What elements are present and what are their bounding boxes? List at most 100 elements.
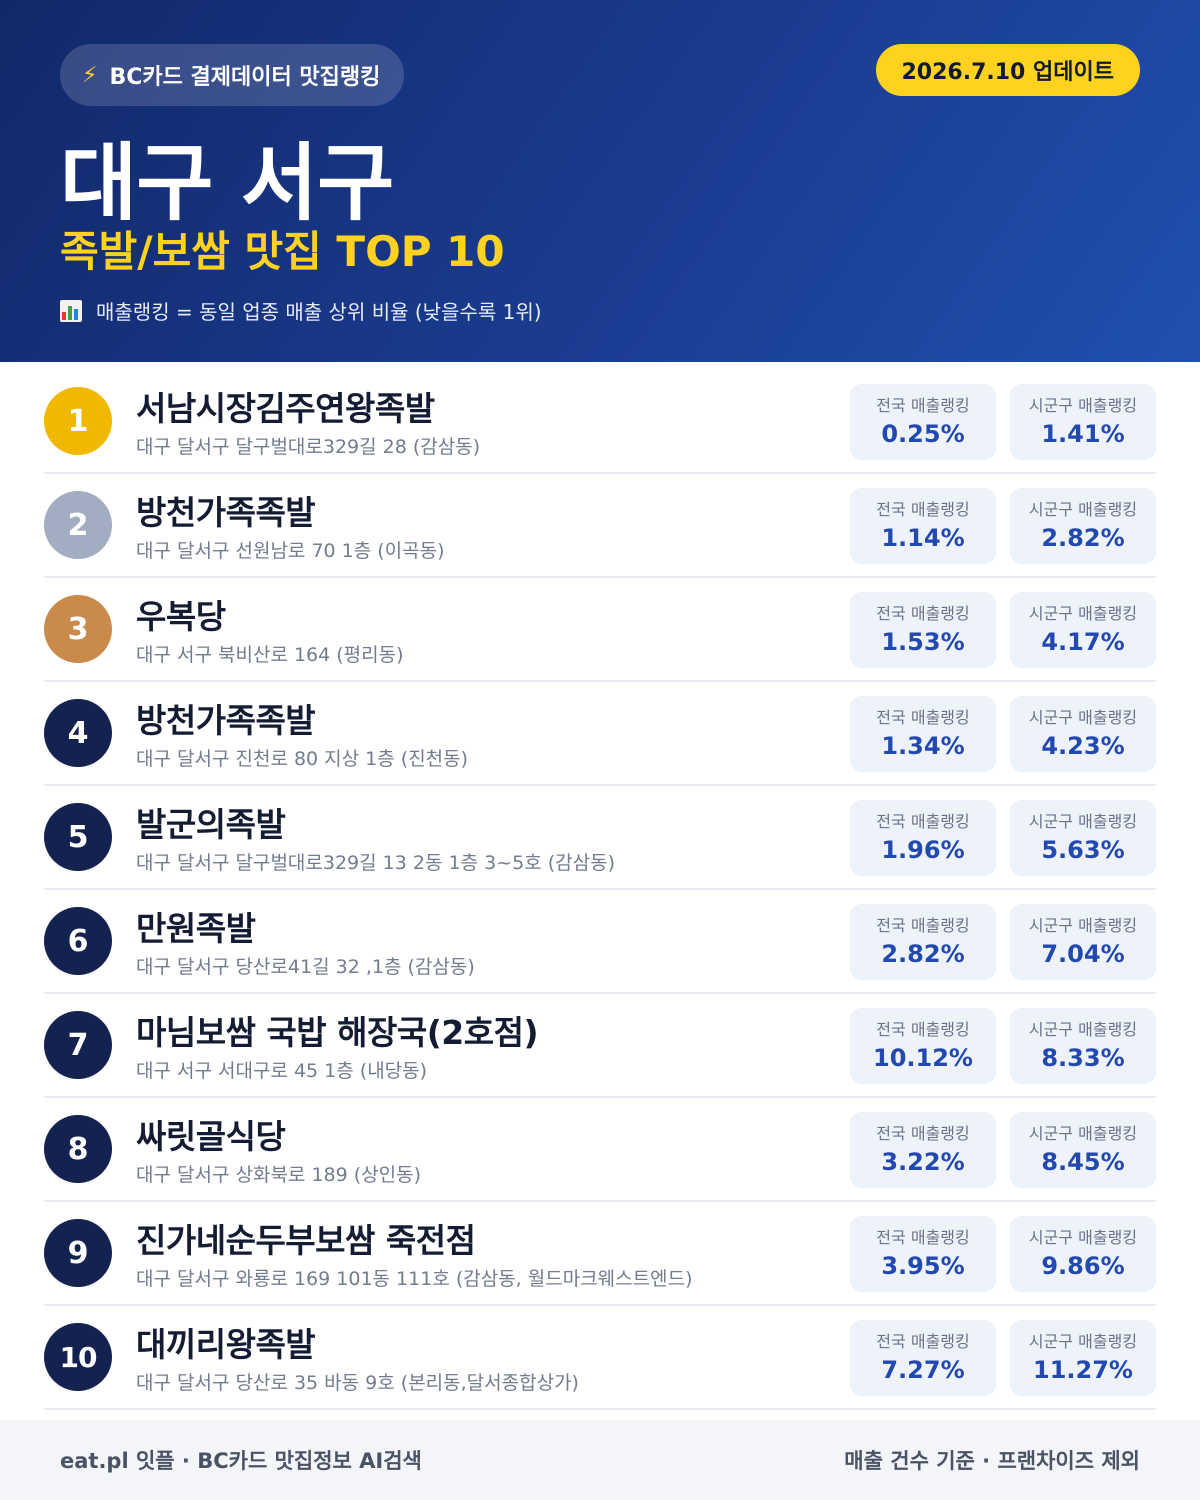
restaurant-address: 대구 달서구 선원남로 70 1층 (이곡동) — [136, 540, 445, 562]
rank-badge: 6 — [44, 907, 112, 975]
restaurant-address: 대구 달서구 진천로 80 지상 1층 (진천동) — [136, 748, 469, 770]
rank-badge: 8 — [44, 1115, 112, 1183]
local-ranking-box: 시군구 매출랭킹 8.33% — [1010, 1008, 1156, 1084]
local-ranking-label: 시군구 매출랭킹 — [1028, 500, 1138, 519]
national-ranking-box: 전국 매출랭킹 2.82% — [850, 904, 996, 980]
header-banner: ⚡ BC카드 결제데이터 맛집랭킹 2026.7.10 업데이트 대구 서구 족… — [0, 0, 1200, 362]
national-ranking-label: 전국 매출랭킹 — [876, 1124, 970, 1143]
local-ranking-box: 시군구 매출랭킹 7.04% — [1010, 904, 1156, 980]
restaurant-name: 마님보쌈 국밥 해장국(2호점) — [136, 1013, 539, 1052]
national-ranking-value: 3.95% — [881, 1252, 965, 1280]
national-ranking-label: 전국 매출랭킹 — [876, 500, 970, 519]
list-item[interactable]: 3 우복당 대구 서구 북비산로 164 (평리동) 전국 매출랭킹 1.53% 시군구 … — [44, 578, 1156, 682]
local-ranking-value: 4.23% — [1041, 732, 1125, 760]
footer-right: 매출 건수 기준 · 프랜차이즈 제외 — [844, 1449, 1140, 1473]
local-ranking-box: 시군구 매출랭킹 5.63% — [1010, 800, 1156, 876]
page-subtitle: 족발/보쌈 맛집 TOP 10 — [60, 227, 505, 276]
national-ranking-box: 전국 매출랭킹 7.27% — [850, 1320, 996, 1396]
national-ranking-value: 3.22% — [881, 1148, 965, 1176]
national-ranking-box: 전국 매출랭킹 1.14% — [850, 488, 996, 564]
restaurant-name: 만원족발 — [136, 909, 256, 948]
bar-chart-icon — [60, 299, 82, 322]
national-ranking-value: 1.53% — [881, 628, 965, 656]
footer: eat.pl 잇플 · BC카드 맛집정보 AI검색 매출 건수 기준 · 프랜… — [0, 1420, 1200, 1500]
national-ranking-label: 전국 매출랭킹 — [876, 604, 970, 623]
national-ranking-value: 0.25% — [881, 420, 965, 448]
page-title: 대구 서구 — [60, 134, 394, 232]
local-ranking-box: 시군구 매출랭킹 9.86% — [1010, 1216, 1156, 1292]
restaurant-address: 대구 달서구 당산로 35 바동 9호 (본리동,달서종합상가) — [136, 1372, 579, 1394]
restaurant-address: 대구 달서구 달구벌대로329길 28 (감삼동) — [136, 436, 481, 458]
rank-badge: 4 — [44, 699, 112, 767]
restaurant-name: 싸릿골식당 — [136, 1117, 286, 1156]
national-ranking-label: 전국 매출랭킹 — [876, 1228, 970, 1247]
ranking-note-text: 매출랭킹 = 동일 업종 매출 상위 비율 (낮을수록 1위) — [96, 300, 542, 324]
national-ranking-label: 전국 매출랭킹 — [876, 1332, 970, 1351]
local-ranking-label: 시군구 매출랭킹 — [1028, 708, 1138, 727]
footer-left: eat.pl 잇플 · BC카드 맛집정보 AI검색 — [60, 1449, 422, 1473]
local-ranking-value: 1.41% — [1041, 420, 1125, 448]
rank-badge: 5 — [44, 803, 112, 871]
rank-badge: 9 — [44, 1219, 112, 1287]
national-ranking-box: 전국 매출랭킹 10.12% — [850, 1008, 996, 1084]
update-date-badge: 2026.7.10 업데이트 — [875, 44, 1140, 96]
national-ranking-value: 1.14% — [881, 524, 965, 552]
restaurant-name: 발군의족발 — [136, 805, 286, 844]
national-ranking-label: 전국 매출랭킹 — [876, 396, 970, 415]
national-ranking-box: 전국 매출랭킹 1.96% — [850, 800, 996, 876]
restaurant-name: 우복당 — [136, 597, 226, 636]
local-ranking-label: 시군구 매출랭킹 — [1028, 812, 1138, 831]
rank-badge: 1 — [44, 387, 112, 455]
national-ranking-box: 전국 매출랭킹 3.95% — [850, 1216, 996, 1292]
list-item[interactable]: 7 마님보쌈 국밥 해장국(2호점) 대구 서구 서대구로 45 1층 (내당동) 전… — [44, 994, 1156, 1098]
restaurant-address: 대구 달서구 달구벌대로329길 13 2동 1층 3~5호 (감삼동) — [136, 852, 615, 874]
restaurant-name: 서남시장김주연왕족발 — [136, 389, 435, 428]
rank-badge: 7 — [44, 1011, 112, 1079]
local-ranking-value: 8.45% — [1041, 1148, 1125, 1176]
restaurant-name: 방천가족족발 — [136, 701, 316, 740]
restaurant-address: 대구 달서구 당산로41길 32 ,1층 (감삼동) — [136, 956, 475, 978]
local-ranking-value: 9.86% — [1041, 1252, 1125, 1280]
national-ranking-value: 7.27% — [881, 1356, 965, 1384]
local-ranking-label: 시군구 매출랭킹 — [1028, 1124, 1138, 1143]
national-ranking-box: 전국 매출랭킹 0.25% — [850, 384, 996, 460]
local-ranking-label: 시군구 매출랭킹 — [1028, 1020, 1138, 1039]
national-ranking-box: 전국 매출랭킹 1.53% — [850, 592, 996, 668]
national-ranking-label: 전국 매출랭킹 — [876, 1020, 970, 1039]
rank-badge: 3 — [44, 595, 112, 663]
local-ranking-box: 시군구 매출랭킹 2.82% — [1010, 488, 1156, 564]
restaurant-address: 대구 서구 북비산로 164 (평리동) — [136, 644, 404, 666]
national-ranking-label: 전국 매출랭킹 — [876, 708, 970, 727]
local-ranking-label: 시군구 매출랭킹 — [1028, 1332, 1138, 1351]
restaurant-name: 진가네순두부보쌈 죽전점 — [136, 1221, 476, 1260]
restaurant-address: 대구 달서구 상화북로 189 (상인동) — [136, 1164, 422, 1186]
local-ranking-box: 시군구 매출랭킹 8.45% — [1010, 1112, 1156, 1188]
restaurant-name: 방천가족족발 — [136, 493, 316, 532]
local-ranking-value: 7.04% — [1041, 940, 1125, 968]
list-item[interactable]: 10 대끼리왕족발 대구 달서구 당산로 35 바동 9호 (본리동,달서종합상가)… — [44, 1306, 1156, 1410]
national-ranking-label: 전국 매출랭킹 — [876, 812, 970, 831]
local-ranking-label: 시군구 매출랭킹 — [1028, 396, 1138, 415]
rank-badge: 2 — [44, 491, 112, 559]
local-ranking-box: 시군구 매출랭킹 11.27% — [1010, 1320, 1156, 1396]
national-ranking-box: 전국 매출랭킹 1.34% — [850, 696, 996, 772]
local-ranking-value: 4.17% — [1041, 628, 1125, 656]
local-ranking-value: 8.33% — [1041, 1044, 1125, 1072]
local-ranking-label: 시군구 매출랭킹 — [1028, 916, 1138, 935]
national-ranking-value: 2.82% — [881, 940, 965, 968]
source-badge-label: BC카드 결제데이터 맛집랭킹 — [109, 65, 381, 90]
national-ranking-label: 전국 매출랭킹 — [876, 916, 970, 935]
national-ranking-box: 전국 매출랭킹 3.22% — [850, 1112, 996, 1188]
local-ranking-value: 5.63% — [1041, 836, 1125, 864]
ranking-note: 매출랭킹 = 동일 업종 매출 상위 비율 (낮을수록 1위) — [60, 296, 542, 325]
source-badge: ⚡ BC카드 결제데이터 맛집랭킹 — [60, 44, 405, 106]
restaurant-address: 대구 달서구 와룡로 169 101동 111호 (감삼동, 월드마크웨스트엔드… — [136, 1268, 693, 1290]
